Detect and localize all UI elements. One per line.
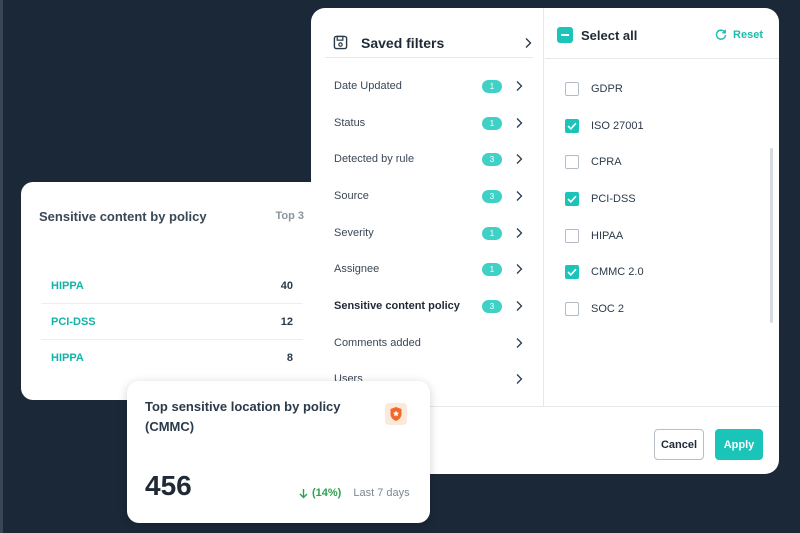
option-label: CPRA	[591, 156, 622, 168]
policy-card-title: Sensitive content by policy	[39, 209, 207, 224]
policy-count: 8	[286, 352, 293, 364]
trend-period: Last 7 days	[353, 487, 410, 499]
option-checkbox[interactable]	[565, 229, 579, 243]
filter-category-label: Comments added	[334, 337, 421, 349]
shield-badge-icon	[385, 403, 407, 425]
chevron-right-icon	[514, 227, 524, 239]
policy-row[interactable]: HIPPA 40	[41, 268, 303, 304]
filter-category-label: Assignee	[334, 263, 380, 275]
chevron-right-icon	[514, 153, 524, 165]
filter-panel-footer: Cancel Apply	[311, 406, 779, 474]
chevron-right-icon	[523, 37, 533, 49]
chevron-right-icon	[514, 80, 524, 92]
scrollbar[interactable]	[770, 148, 773, 323]
filter-option-cmmc-2-0: CMMC 2.0	[565, 263, 745, 281]
filter-category-label: Sensitive content policy	[334, 300, 460, 312]
filter-option-cpra: CPRA	[565, 153, 745, 171]
filter-option-soc-2: SOC 2	[565, 300, 745, 318]
filter-options: Select all Reset GDPR ISO 27001 CPRA PCI…	[545, 8, 779, 406]
location-card-title: Top sensitive location by policy (CMMC)	[145, 399, 341, 434]
option-label: SOC 2	[591, 303, 625, 315]
policy-count: 12	[280, 315, 293, 328]
option-checkbox[interactable]	[565, 119, 579, 133]
filter-categories: Saved filters Date Updated 1 Status 1 De…	[311, 8, 544, 406]
trend-percent: (14%)	[312, 487, 342, 499]
filter-category-comments-added[interactable]: Comments added	[334, 332, 524, 354]
chevron-right-icon	[514, 300, 524, 312]
filter-option-hipaa: HIPAA	[565, 227, 745, 245]
select-all-row: Select all Reset	[557, 22, 763, 48]
filter-category-date-updated[interactable]: Date Updated 1	[334, 75, 524, 97]
option-checkbox[interactable]	[565, 265, 579, 279]
policy-card: Sensitive content by policy Top 3 HIPPA …	[21, 182, 324, 400]
filter-count-badge: 3	[482, 152, 502, 166]
option-checkbox[interactable]	[565, 155, 579, 169]
filter-category-source[interactable]: Source 3	[334, 185, 524, 207]
save-icon	[333, 35, 349, 51]
filter-option-pci-dss: PCI-DSS	[565, 190, 745, 208]
policy-name: HIPPA	[51, 279, 84, 292]
filter-count-badge: 3	[482, 189, 502, 203]
filter-count-badge: 1	[482, 116, 502, 130]
filter-category-status[interactable]: Status 1	[334, 112, 524, 134]
reset-label: Reset	[733, 29, 763, 41]
location-card-value: 456	[145, 470, 192, 501]
refresh-icon	[715, 29, 727, 41]
filter-option-gdpr: GDPR	[565, 80, 745, 98]
saved-filters-row[interactable]: Saved filters	[325, 28, 533, 58]
cancel-button[interactable]: Cancel	[654, 429, 704, 460]
arrow-down-icon	[299, 488, 308, 499]
filter-count-badge: 3	[482, 299, 502, 313]
option-label: HIPAA	[591, 230, 624, 242]
option-label: GDPR	[591, 83, 623, 95]
policy-count: 40	[280, 279, 293, 292]
filter-category-label: Source	[334, 190, 369, 202]
apply-button[interactable]: Apply	[715, 429, 763, 460]
option-checkbox[interactable]	[565, 192, 579, 206]
filter-category-label: Date Updated	[334, 80, 402, 92]
chevron-right-icon	[514, 263, 524, 275]
chevron-right-icon	[514, 337, 524, 349]
option-label: PCI-DSS	[591, 193, 636, 205]
filter-count-badge: 1	[482, 262, 502, 276]
filter-category-assignee[interactable]: Assignee 1	[334, 258, 524, 280]
policy-card-top-label: Top 3	[275, 210, 304, 222]
filter-option-iso-27001: ISO 27001	[565, 117, 745, 135]
select-all-checkbox[interactable]	[557, 27, 573, 43]
trend-indicator: (14%) Last 7 days	[299, 487, 410, 499]
filter-category-sensitive-content-policy[interactable]: Sensitive content policy 3	[334, 295, 524, 317]
filter-count-badge: 1	[482, 226, 502, 240]
filter-category-detected-by-rule[interactable]: Detected by rule 3	[334, 148, 524, 170]
policy-row[interactable]: HIPPA 8	[41, 340, 303, 376]
location-card: Top sensitive location by policy (CMMC) …	[127, 381, 430, 523]
option-label: CMMC 2.0	[591, 266, 644, 278]
divider	[545, 58, 779, 59]
chevron-right-icon	[514, 190, 524, 202]
policy-name: HIPPA	[51, 352, 84, 364]
filter-category-label: Severity	[334, 227, 374, 239]
select-all-label: Select all	[581, 27, 638, 43]
policy-name: PCI-DSS	[51, 315, 96, 328]
chevron-right-icon	[514, 117, 524, 129]
filter-count-badge: 1	[482, 79, 502, 93]
filter-category-label: Detected by rule	[334, 153, 415, 165]
filter-category-label: Status	[334, 117, 366, 129]
option-checkbox[interactable]	[565, 82, 579, 96]
saved-filters-label: Saved filters	[361, 34, 445, 51]
option-label: ISO 27001	[591, 120, 644, 132]
chevron-right-icon	[514, 373, 524, 385]
background-edge	[0, 0, 3, 533]
filter-category-severity[interactable]: Severity 1	[334, 222, 524, 244]
reset-button[interactable]: Reset	[715, 29, 763, 41]
option-checkbox[interactable]	[565, 302, 579, 316]
policy-row[interactable]: PCI-DSS 12	[41, 304, 303, 340]
